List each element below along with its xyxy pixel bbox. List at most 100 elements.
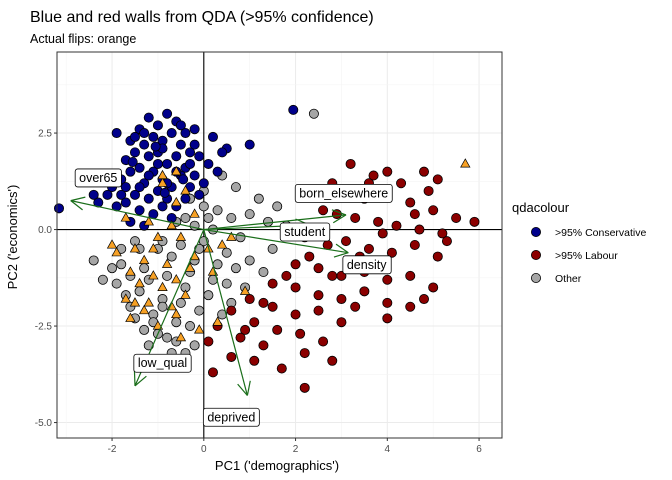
flip-point xyxy=(194,324,205,334)
data-point xyxy=(419,294,430,305)
data-point xyxy=(368,170,379,181)
flip-point xyxy=(460,158,471,168)
data-point xyxy=(221,278,232,289)
data-point xyxy=(276,363,287,374)
data-point xyxy=(171,317,182,328)
data-point xyxy=(88,255,99,266)
flip-point xyxy=(175,231,187,241)
data-point xyxy=(189,139,200,150)
y-tick-label: -5.0 xyxy=(35,418,53,429)
data-point xyxy=(327,355,338,366)
data-point xyxy=(194,189,205,200)
data-point xyxy=(203,158,214,169)
flip-point xyxy=(189,208,200,218)
arrow-label-box xyxy=(133,353,192,373)
data-point xyxy=(212,205,223,216)
data-point xyxy=(432,251,443,262)
data-point xyxy=(267,243,278,254)
flip-point xyxy=(138,304,150,315)
flip-point xyxy=(171,165,182,176)
legend: qdacolour >95% Conservative >95% Labour Ot… xyxy=(512,200,647,285)
flip-point xyxy=(152,231,164,241)
data-point xyxy=(373,216,384,227)
data-point xyxy=(419,166,430,177)
data-point xyxy=(249,317,260,328)
data-point xyxy=(230,182,241,193)
arrow-line xyxy=(203,229,248,396)
data-point xyxy=(194,243,205,254)
data-point xyxy=(143,193,154,204)
data-point xyxy=(203,290,214,301)
data-point xyxy=(189,170,200,181)
y-tick-label: -2.5 xyxy=(35,322,53,333)
y-axis-title: PC2 ('economics') xyxy=(5,185,20,290)
data-point xyxy=(235,232,246,243)
data-point xyxy=(171,151,182,162)
flip-point xyxy=(175,331,187,342)
data-point xyxy=(253,193,264,204)
flip-point xyxy=(129,297,141,307)
data-point xyxy=(194,151,205,162)
flip-point xyxy=(161,258,173,268)
arrow-label: student xyxy=(284,225,326,239)
data-point xyxy=(143,170,154,181)
flip-point xyxy=(180,185,191,195)
flip-point xyxy=(157,177,168,187)
y-tick-label: 2.5 xyxy=(38,129,52,140)
arrow-head xyxy=(333,252,349,258)
data-point xyxy=(180,128,191,139)
data-point xyxy=(175,139,186,150)
data-point xyxy=(212,166,223,177)
data-point xyxy=(152,158,163,169)
data-point xyxy=(217,309,228,320)
data-point xyxy=(226,212,237,223)
data-point xyxy=(162,270,173,281)
data-point xyxy=(414,224,425,235)
x-tick-label: 4 xyxy=(385,444,391,455)
data-point xyxy=(221,247,232,258)
data-point xyxy=(111,128,122,139)
panel-border xyxy=(56,51,503,439)
flip-point xyxy=(129,243,141,253)
data-point xyxy=(178,174,189,185)
data-point xyxy=(189,124,200,135)
data-points xyxy=(54,104,480,393)
legend-label: >95% Conservative xyxy=(555,227,647,239)
flip-point xyxy=(171,274,182,284)
data-point xyxy=(405,270,416,281)
data-point xyxy=(207,367,218,378)
y-axis-ticks: -5.0 -2.5 0.0 2.5 xyxy=(35,129,57,429)
data-point xyxy=(217,147,228,158)
data-point xyxy=(203,212,214,223)
x-axis-title: PC1 ('demographics') xyxy=(215,458,339,473)
arrow-head xyxy=(331,209,347,216)
data-point xyxy=(150,141,161,152)
data-point xyxy=(313,263,324,274)
arrow-head xyxy=(335,243,349,254)
data-point xyxy=(166,128,177,139)
data-point xyxy=(116,189,127,200)
flip-point xyxy=(120,293,132,303)
data-point xyxy=(382,313,393,324)
data-point xyxy=(318,336,329,347)
data-point xyxy=(288,104,299,115)
data-point xyxy=(272,324,283,335)
flip-point xyxy=(212,316,223,326)
data-point xyxy=(382,166,393,177)
data-point xyxy=(185,321,196,332)
chart-title: Blue and red walls from QDA (>95% confid… xyxy=(30,9,374,26)
data-point xyxy=(107,263,118,274)
arrow-label-box xyxy=(202,407,260,427)
data-point xyxy=(382,297,393,308)
flip-point xyxy=(239,285,251,295)
data-point xyxy=(230,263,241,274)
flip-point xyxy=(125,266,136,276)
flip-point xyxy=(106,239,118,249)
arrow-label: low_qual xyxy=(138,356,187,370)
data-point xyxy=(207,131,218,142)
data-point xyxy=(162,108,173,119)
data-point xyxy=(175,239,186,250)
data-point xyxy=(318,205,329,216)
data-point xyxy=(54,203,65,214)
arrow-label-box xyxy=(342,255,392,275)
